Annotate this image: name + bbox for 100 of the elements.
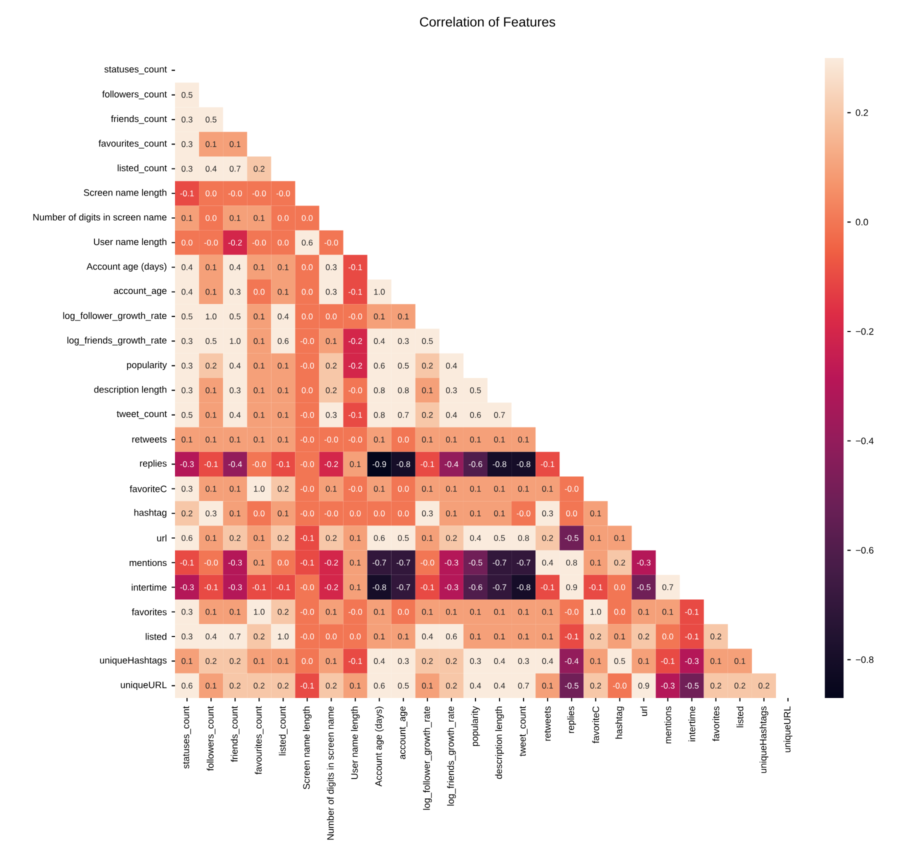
y-tick-label: mentions	[130, 559, 167, 566]
data-label: 0.1	[590, 535, 602, 541]
data-label: -0.8	[516, 461, 530, 468]
data-label: -0.1	[252, 584, 266, 590]
data-label: 0.1	[206, 535, 216, 541]
data-label: 0.0	[350, 634, 361, 640]
data-label: 0.0	[398, 510, 409, 516]
data-label: 1.0	[374, 288, 385, 295]
data-label: 0.8	[518, 535, 529, 541]
data-label: 0.1	[542, 682, 553, 689]
data-label: -0.0	[300, 412, 314, 418]
data-label: 0.1	[638, 608, 650, 615]
data-label: -0.0	[516, 510, 530, 516]
data-label: 0.2	[326, 387, 337, 394]
data-label: -0.6	[468, 584, 482, 590]
data-label: 0.1	[518, 608, 529, 615]
y-tick-label: hashtag	[134, 509, 166, 518]
data-label: 0.2	[230, 682, 240, 689]
data-label: 1.0	[254, 608, 265, 615]
data-label: -0.0	[564, 608, 578, 615]
data-label: 0.5	[398, 362, 409, 369]
x-tick-label: favourites_count	[254, 706, 264, 774]
data-label: 0.2	[590, 682, 602, 689]
color-bar-label: −0.6	[856, 547, 874, 554]
data-label: -0.3	[661, 682, 675, 689]
y-tick-label: favorites	[132, 608, 167, 616]
data-label: 0.7	[230, 166, 240, 172]
data-label: -0.0	[252, 190, 266, 196]
data-label: 0.1	[590, 510, 602, 516]
data-label: 0.1	[326, 338, 337, 344]
data-label: 0.5	[398, 682, 409, 689]
color-bar-label: −0.8	[856, 656, 874, 663]
data-label: 0.0	[398, 486, 409, 492]
x-tick-label: listed	[736, 706, 744, 728]
data-label: 0.0	[302, 288, 313, 295]
data-label: -0.0	[300, 436, 314, 442]
data-label: 0.3	[182, 608, 192, 615]
data-label: 0.1	[518, 634, 529, 640]
data-label: -0.0	[300, 486, 314, 492]
data-label: 0.4	[422, 634, 433, 640]
data-label: 0.2	[206, 658, 216, 664]
data-label: 0.1	[206, 387, 216, 394]
data-label: 0.1	[278, 436, 289, 442]
data-label: 0.7	[230, 634, 240, 640]
data-label: 0.0	[398, 436, 409, 442]
data-label: 0.2	[278, 535, 289, 541]
data-label: 0.1	[494, 436, 505, 442]
data-label: 0.1	[614, 535, 626, 541]
data-label: -0.0	[348, 314, 362, 320]
color-bar-label: −0.2	[856, 328, 874, 335]
data-label: 0.3	[326, 264, 337, 270]
data-label: 0.0	[278, 560, 289, 566]
data-label: 0.1	[206, 288, 216, 295]
data-label: -0.1	[420, 584, 434, 590]
data-label: -0.3	[180, 461, 194, 468]
data-label: 0.3	[326, 288, 337, 295]
data-label: -0.1	[348, 288, 362, 295]
data-label: 0.6	[470, 412, 481, 418]
data-label: 0.2	[758, 682, 770, 689]
color-bar-label: 0.0	[856, 218, 868, 226]
data-label: 0.3	[326, 412, 337, 418]
data-label: 0.2	[734, 682, 746, 689]
y-tick-label: Screen name length	[84, 189, 166, 198]
x-tick-label: Number of digits in screen name	[326, 706, 336, 840]
data-label: 0.1	[230, 141, 240, 148]
data-label: 0.2	[710, 634, 722, 640]
y-tick-label: favoriteC	[130, 485, 167, 492]
data-label: 0.0	[302, 314, 313, 320]
data-label: 0.1	[470, 436, 481, 442]
data-label: 0.3	[542, 510, 553, 516]
data-label: 0.3	[470, 658, 481, 664]
data-label: 0.3	[422, 510, 433, 516]
data-label: -0.5	[564, 682, 578, 689]
data-label: 0.1	[374, 486, 385, 492]
data-label: 0.1	[710, 658, 722, 664]
data-label: 0.8	[374, 412, 385, 418]
data-label: 0.5	[614, 658, 626, 664]
data-label: 0.1	[638, 658, 650, 664]
data-label: 0.1	[422, 608, 433, 615]
y-tick-label: friends_count	[111, 115, 167, 124]
y-tick-label: intertime	[132, 584, 167, 591]
data-label: 0.0	[206, 215, 216, 221]
data-label: -0.8	[372, 584, 386, 590]
data-label: 0.3	[182, 362, 192, 369]
data-label: -0.1	[180, 190, 194, 196]
x-tick-label: favorites	[712, 706, 720, 742]
data-label: 0.1	[446, 510, 457, 516]
x-tick-label: log_follower_growth_rate	[423, 706, 432, 810]
data-label: 0.4	[278, 314, 289, 320]
y-tick-label: Number of digits in screen name	[33, 214, 167, 222]
data-label: 0.4	[470, 535, 481, 541]
data-label: -0.1	[661, 658, 674, 664]
data-label: 0.1	[326, 658, 337, 664]
x-tick-label: url	[640, 706, 648, 716]
data-label: 0.4	[182, 288, 193, 295]
data-label: 0.5	[182, 92, 192, 98]
data-label: 0.4	[542, 560, 554, 566]
y-tick-label: account_age	[114, 288, 167, 296]
x-tick-label: description length	[495, 706, 504, 779]
data-label: 0.1	[254, 264, 264, 270]
